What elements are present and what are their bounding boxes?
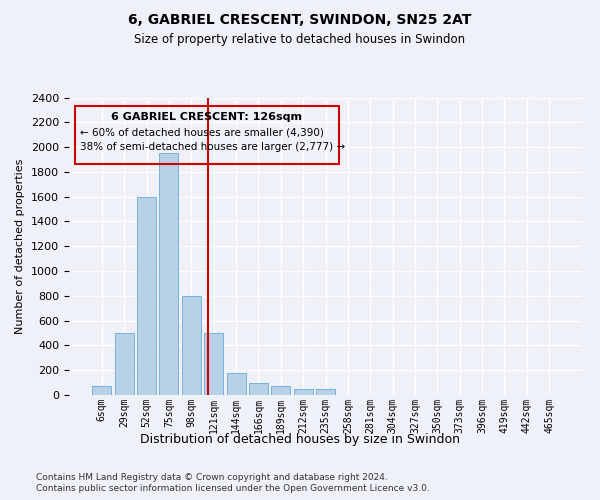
Bar [92,386,112,395]
Bar [227,374,245,395]
Text: 6 GABRIEL CRESCENT: 126sqm: 6 GABRIEL CRESCENT: 126sqm [112,112,302,122]
Bar [316,389,335,395]
Bar [249,382,268,395]
Text: Distribution of detached houses by size in Swindon: Distribution of detached houses by size … [140,432,460,446]
Text: 6, GABRIEL CRESCENT, SWINDON, SN25 2AT: 6, GABRIEL CRESCENT, SWINDON, SN25 2AT [128,12,472,26]
Y-axis label: Number of detached properties: Number of detached properties [16,158,25,334]
Text: Contains HM Land Registry data © Crown copyright and database right 2024.: Contains HM Land Registry data © Crown c… [36,472,388,482]
Text: ← 60% of detached houses are smaller (4,390): ← 60% of detached houses are smaller (4,… [80,128,323,138]
Bar [182,296,201,395]
Bar [204,333,223,395]
Bar [271,386,290,395]
Bar [137,196,156,395]
Bar [293,389,313,395]
Text: 38% of semi-detached houses are larger (2,777) →: 38% of semi-detached houses are larger (… [80,142,345,152]
Bar [115,333,134,395]
Bar [160,154,178,395]
Text: Size of property relative to detached houses in Swindon: Size of property relative to detached ho… [134,32,466,46]
Text: Contains public sector information licensed under the Open Government Licence v3: Contains public sector information licen… [36,484,430,493]
